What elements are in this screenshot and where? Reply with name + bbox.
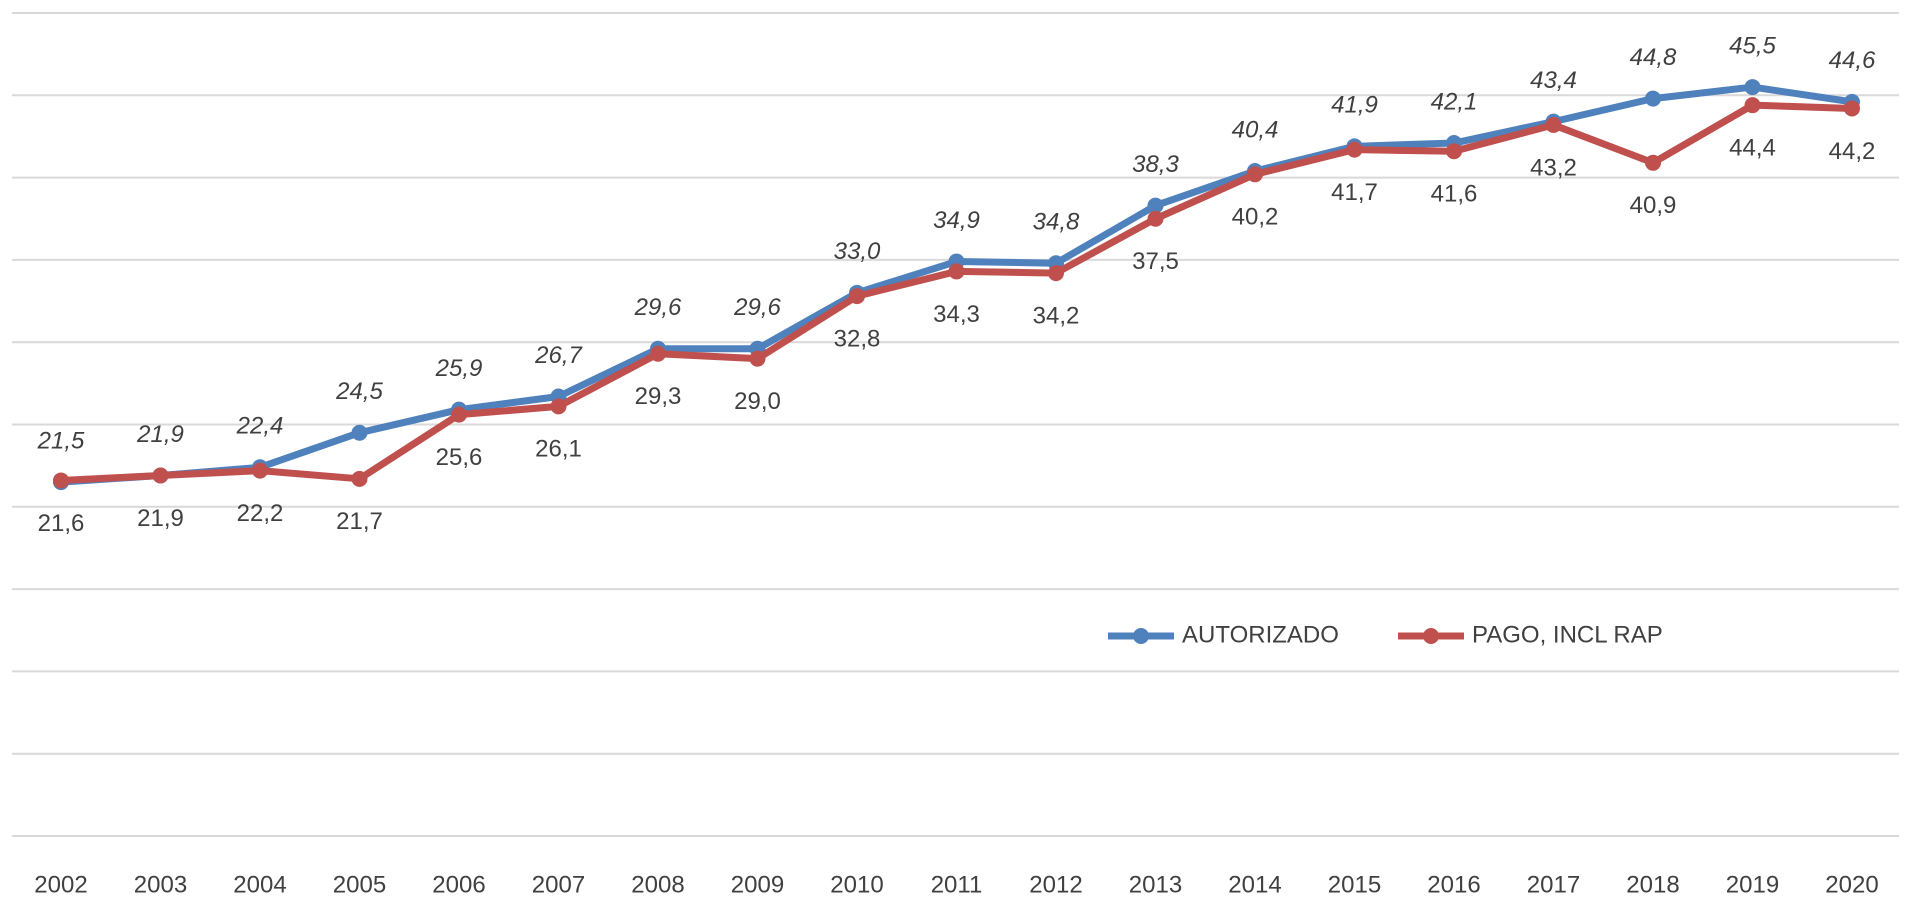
data-point <box>1147 197 1164 214</box>
x-tick-label: 2002 <box>34 871 87 898</box>
data-label: 41,9 <box>1331 92 1378 119</box>
data-point <box>152 467 169 484</box>
data-label: 22,2 <box>237 500 284 527</box>
data-point <box>1744 79 1761 96</box>
data-point <box>749 350 766 367</box>
data-label: 43,2 <box>1530 154 1577 181</box>
data-label: 44,4 <box>1729 135 1776 162</box>
x-tick-label: 2011 <box>931 871 983 898</box>
data-label: 34,3 <box>933 301 980 328</box>
data-label: 44,6 <box>1829 47 1876 74</box>
x-tick-label: 2003 <box>134 871 187 898</box>
x-tick-label: 2007 <box>532 871 585 898</box>
data-label: 44,2 <box>1829 138 1876 165</box>
data-point <box>351 424 368 441</box>
x-tick-label: 2013 <box>1129 871 1182 898</box>
x-tick-label: 2005 <box>333 871 386 898</box>
data-point <box>550 398 567 415</box>
x-tick-label: 2012 <box>1029 871 1082 898</box>
data-label: 34,9 <box>933 207 980 234</box>
data-point <box>948 263 965 280</box>
data-label: 37,5 <box>1132 248 1179 275</box>
data-label: 25,9 <box>435 355 483 382</box>
x-tick-label: 2015 <box>1328 871 1381 898</box>
x-tick-label: 2004 <box>233 871 286 898</box>
data-label: 24,5 <box>335 378 383 405</box>
data-label: 26,7 <box>534 342 583 369</box>
data-label: 29,0 <box>734 388 781 415</box>
x-tick-label: 2019 <box>1726 871 1779 898</box>
data-point <box>451 406 467 423</box>
data-label: 29,6 <box>733 294 781 321</box>
data-label: 40,9 <box>1630 192 1677 219</box>
data-point <box>1446 143 1462 160</box>
x-tick-label: 2018 <box>1626 871 1679 898</box>
data-point <box>1048 265 1064 282</box>
data-label: 25,6 <box>436 444 483 471</box>
data-label: 40,4 <box>1232 116 1279 143</box>
data-label: 32,8 <box>834 325 881 352</box>
data-label: 42,1 <box>1431 88 1478 115</box>
data-label: 43,4 <box>1530 67 1577 94</box>
data-label: 21,5 <box>37 427 85 454</box>
data-label: 33,0 <box>834 238 881 265</box>
data-point <box>53 472 69 489</box>
legend-marker <box>1423 628 1439 644</box>
data-label: 26,1 <box>535 436 582 463</box>
data-point <box>1645 90 1661 107</box>
x-tick-label: 2016 <box>1427 871 1480 898</box>
data-point <box>351 470 368 487</box>
x-tick-label: 2017 <box>1527 871 1580 898</box>
data-label: 22,4 <box>236 413 284 440</box>
x-tick-label: 2008 <box>631 871 684 898</box>
data-label: 38,3 <box>1132 151 1179 178</box>
data-point <box>1346 141 1363 158</box>
series-line <box>60 83 1853 486</box>
data-point <box>849 288 865 305</box>
data-label: 21,7 <box>336 508 383 535</box>
legend-label: PAGO, INCL RAP <box>1472 621 1663 648</box>
data-label: 29,6 <box>634 294 682 321</box>
x-tick-label: 2006 <box>432 871 485 898</box>
data-point <box>1545 116 1562 133</box>
data-label: 45,5 <box>1729 32 1776 59</box>
x-tick-label: 2009 <box>731 871 784 898</box>
x-tick-label: 2020 <box>1825 871 1878 898</box>
data-label: 34,2 <box>1033 302 1080 329</box>
data-point <box>252 462 268 479</box>
data-label: 41,7 <box>1331 179 1378 206</box>
data-point <box>1844 100 1860 117</box>
data-point <box>1147 210 1164 227</box>
legend-label: AUTORIZADO <box>1182 621 1339 648</box>
data-label: 40,2 <box>1232 204 1279 231</box>
data-label: 41,6 <box>1431 181 1478 208</box>
data-point <box>1645 154 1661 171</box>
data-label: 21,9 <box>137 505 184 532</box>
data-label: 34,8 <box>1033 209 1080 236</box>
legend-marker <box>1133 628 1149 644</box>
data-point <box>650 345 666 362</box>
data-point <box>1744 97 1761 114</box>
data-point <box>1247 166 1263 183</box>
x-tick-label: 2014 <box>1228 871 1281 898</box>
data-label: 29,3 <box>635 383 682 410</box>
data-label: 21,9 <box>136 421 184 448</box>
data-label: 21,6 <box>38 510 85 537</box>
data-label: 44,8 <box>1630 44 1677 71</box>
x-tick-label: 2010 <box>830 871 883 898</box>
